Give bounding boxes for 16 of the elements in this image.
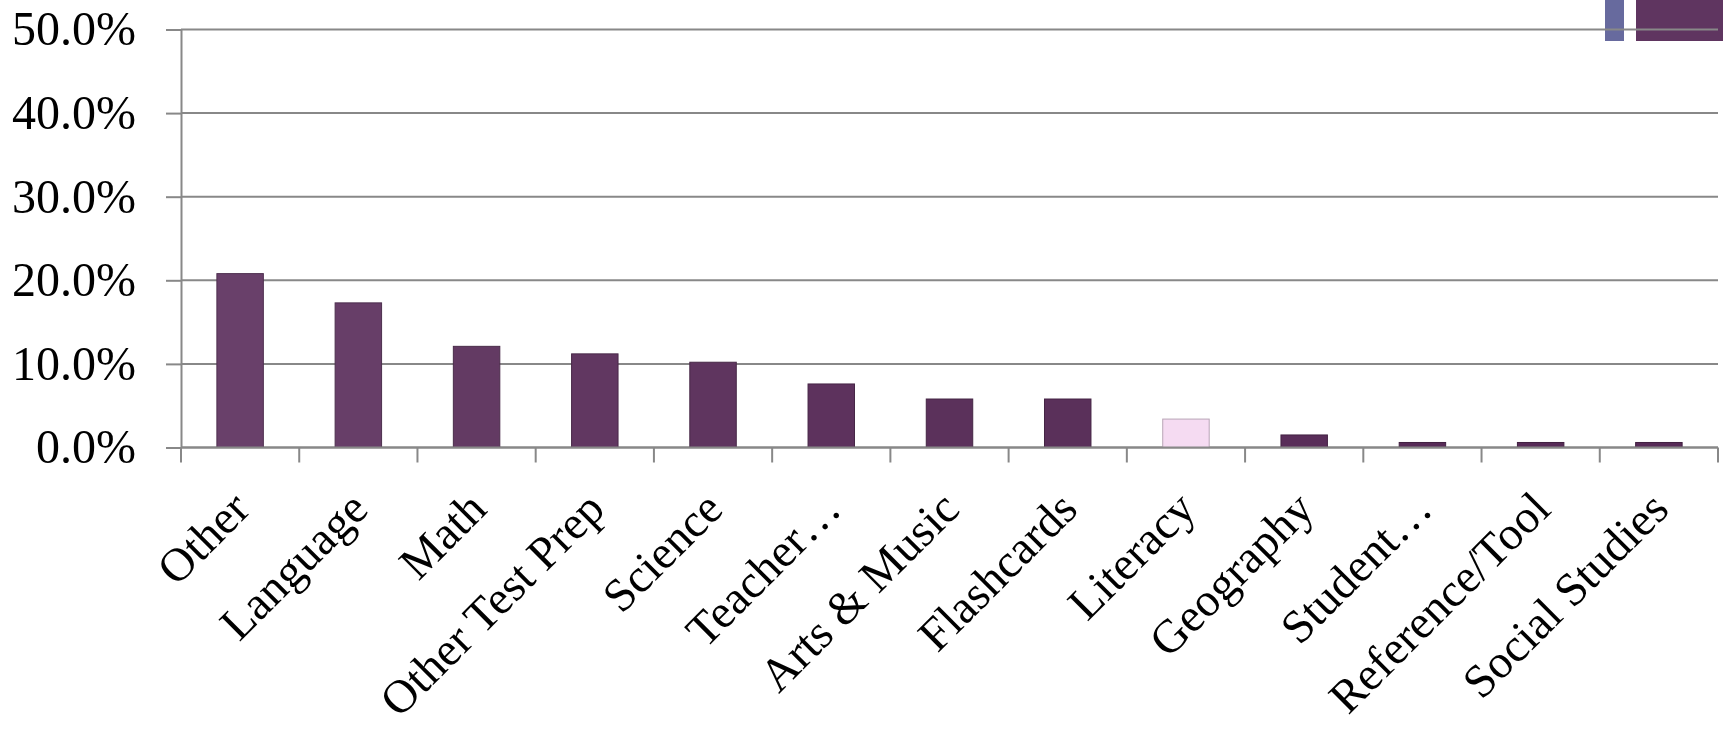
- bar: [807, 383, 855, 448]
- bar: [216, 273, 264, 448]
- bar: [925, 398, 974, 448]
- bar: [1044, 398, 1092, 448]
- bar: [1162, 418, 1210, 448]
- y-tick-label: 10.0%: [12, 336, 136, 390]
- y-tick-label: 50.0%: [12, 2, 136, 56]
- y-tick-label: 20.0%: [12, 253, 136, 307]
- bar: [334, 302, 383, 448]
- y-tick-label: 40.0%: [12, 85, 136, 139]
- y-tick-label: 0.0%: [36, 420, 136, 474]
- y-tick-label: 30.0%: [12, 169, 136, 223]
- bar: [689, 361, 737, 448]
- bar: [1280, 434, 1328, 448]
- bar: [571, 353, 619, 448]
- bar: [452, 345, 501, 448]
